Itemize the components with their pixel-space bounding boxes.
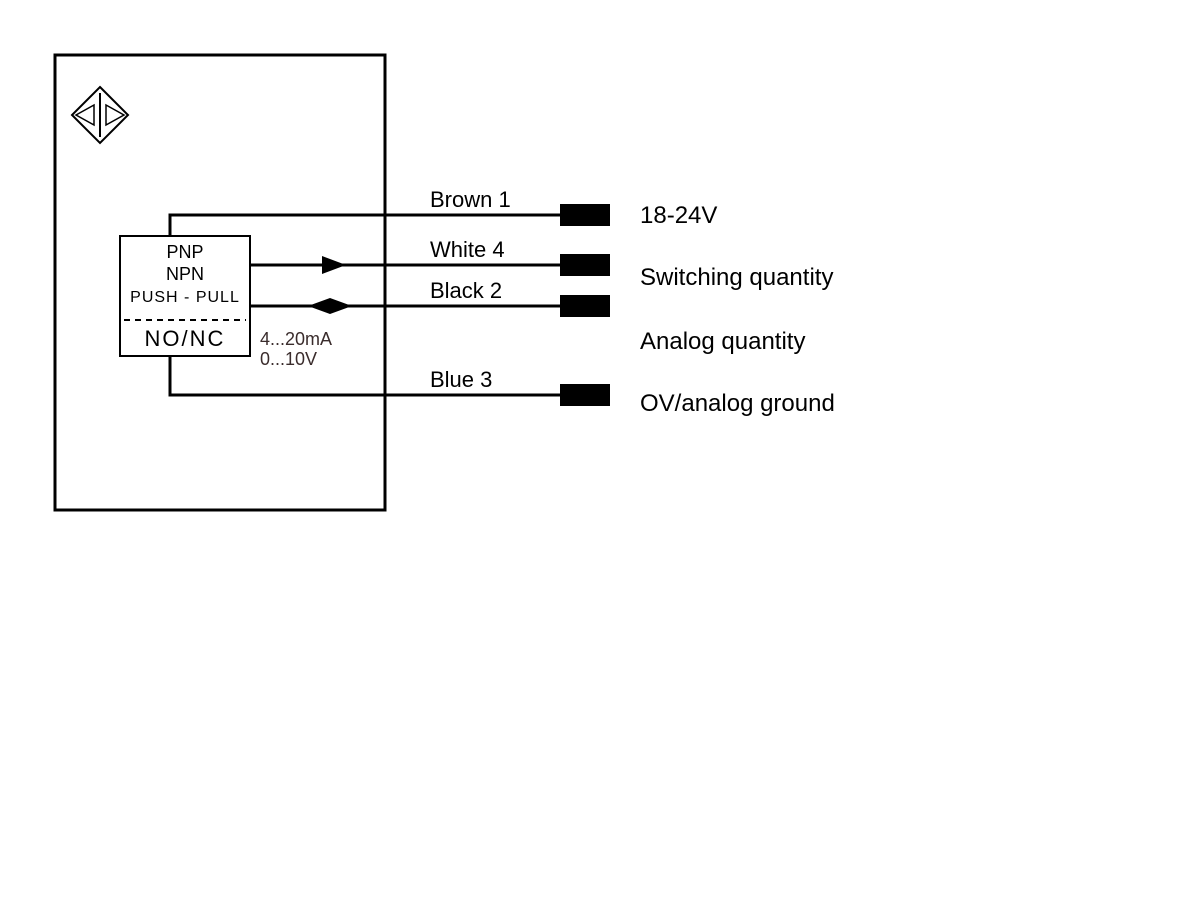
wire-blue [170, 356, 560, 395]
sensor-mode-nonc: NO/NC [145, 326, 226, 351]
sensor-type-pnp: PNP [166, 242, 203, 262]
desc-brown: 18-24V [640, 202, 717, 229]
terminal-brown [560, 204, 610, 226]
sensor-type-npn: NPN [166, 264, 204, 284]
wire-label-brown: Brown 1 [430, 187, 511, 212]
sensor-type-pushpull: PUSH - PULL [130, 289, 240, 306]
wire-label-blue: Blue 3 [430, 367, 492, 392]
desc-blue: OV/analog ground [640, 390, 835, 417]
arrow-triangle-icon [322, 256, 346, 274]
desc-white: Switching quantity [640, 264, 833, 291]
terminal-blue [560, 384, 610, 406]
analog-range-v: 0...10V [260, 349, 317, 369]
desc-black: Analog quantity [640, 328, 805, 355]
analog-range-ma: 4...20mA [260, 329, 332, 349]
terminal-black [560, 295, 610, 317]
wire-brown [170, 215, 560, 236]
enclosure-box [55, 55, 385, 510]
wire-label-black: Black 2 [430, 278, 502, 303]
terminal-white [560, 254, 610, 276]
wire-label-white: White 4 [430, 237, 505, 262]
arrow-diamond-icon [308, 298, 352, 314]
